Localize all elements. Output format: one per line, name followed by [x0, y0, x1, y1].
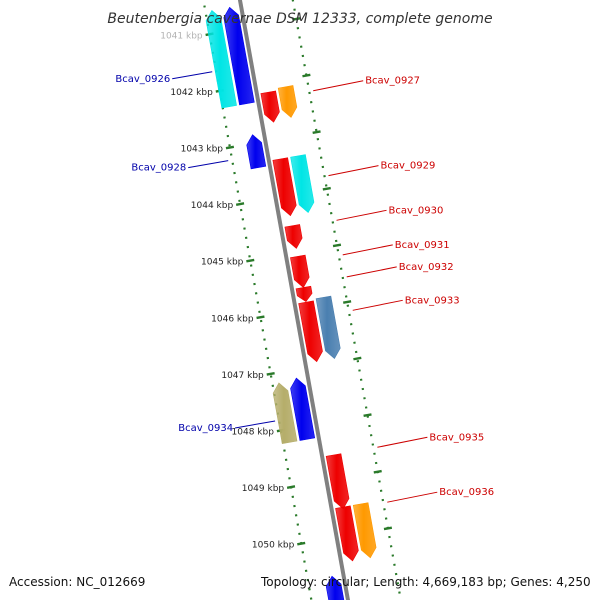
gene-f-0934[interactable]	[272, 382, 298, 445]
label-bcav-0931[interactable]: Bcav_0931	[395, 240, 450, 251]
tick-mark-right	[373, 469, 382, 474]
leader-bcav-0931	[342, 244, 393, 256]
tick-mark-left	[266, 371, 275, 376]
tick-label: 1041 kbp	[160, 31, 203, 41]
tick-mark-left	[246, 258, 255, 263]
gene-f-0930[interactable]	[284, 224, 303, 249]
tick-label: 1048 kbp	[232, 428, 275, 438]
leader-bcav-0930	[336, 209, 387, 221]
tick-mark-left	[256, 315, 265, 320]
label-bcav-0926[interactable]: Bcav_0926	[115, 74, 170, 85]
leader-bcav-0926	[172, 71, 213, 80]
accession-text: Accession: NC_012669	[9, 575, 145, 589]
gene-f-0931[interactable]	[290, 254, 310, 288]
topology-text: Topology: circular; Length: 4,669,183 bp…	[260, 575, 591, 589]
gene-f-0936[interactable]	[352, 502, 377, 559]
tick-label: 1046 kbp	[211, 314, 254, 324]
leader-bcav-0927	[313, 80, 364, 92]
gene-f-0928[interactable]	[246, 134, 267, 170]
tick-mark-right	[353, 356, 362, 361]
tick-mark-right	[292, 17, 301, 21]
tick-label: 1043 kbp	[181, 145, 224, 155]
gene-f-0937[interactable]	[325, 575, 346, 600]
gene-f-0933[interactable]	[315, 295, 341, 359]
tick-mark-left	[225, 145, 235, 150]
gene-f-0929-red[interactable]	[272, 157, 297, 217]
gene-f-0927-red[interactable]	[260, 90, 280, 123]
label-bcav-0934[interactable]: Bcav_0934	[178, 423, 233, 434]
gene-f-cyan-top[interactable]	[205, 10, 237, 109]
leader-bcav-0929	[328, 165, 379, 177]
tick-label: 1045 kbp	[201, 258, 244, 268]
label-bcav-0933[interactable]: Bcav_0933	[405, 295, 460, 306]
genome-backbone	[237, 0, 350, 600]
gene-features	[205, 6, 377, 600]
leader-bcav-0933	[352, 299, 403, 311]
tick-mark-right	[302, 73, 311, 78]
tick-mark-right	[312, 130, 321, 135]
leader-bcav-0936	[387, 491, 438, 503]
gene-f-blue-top[interactable]	[223, 6, 255, 106]
gene-f-0933-red[interactable]	[298, 300, 323, 363]
gene-f-blue-0934[interactable]	[290, 377, 316, 441]
gene-f-0935[interactable]	[325, 453, 350, 510]
dotted-guide-right	[291, 0, 402, 600]
gene-f-0927[interactable]	[277, 85, 298, 118]
tick-mark-right	[383, 526, 393, 531]
gene-f-0936-red[interactable]	[335, 505, 359, 562]
leader-bcav-0935	[377, 436, 428, 448]
tick-mark-left	[235, 202, 245, 206]
label-bcav-0935[interactable]: Bcav_0935	[429, 432, 484, 443]
tick-mark-left	[286, 485, 296, 489]
label-bcav-0936[interactable]: Bcav_0936	[439, 487, 494, 498]
tick-mark-right	[343, 300, 352, 304]
tick-mark-right	[332, 243, 342, 248]
leader-bcav-0932	[346, 266, 397, 278]
tick-label: 1044 kbp	[191, 201, 234, 211]
leader-bcav-0928	[188, 160, 229, 169]
tick-label: 1049 kbp	[242, 484, 285, 494]
label-bcav-0930[interactable]: Bcav_0930	[389, 205, 444, 216]
gene-labels: Bcav_0926 Bcav_0927 Bcav_0928 Bcav_0929 Bcav…	[115, 71, 494, 503]
tick-mark-right	[363, 413, 372, 418]
leader-bcav-0934	[234, 420, 276, 429]
map-title: Beutenbergia cavernae DSM 12333, complet…	[107, 11, 492, 27]
label-bcav-0929[interactable]: Bcav_0929	[380, 161, 435, 172]
gene-f-0929[interactable]	[290, 154, 315, 213]
tick-mark-right	[322, 186, 331, 191]
tick-mark-left	[297, 541, 306, 546]
tick-label: 1042 kbp	[170, 88, 213, 98]
tick-marks: 1041 kbp 1042 kbp 1043 kbp 1044 kbp 1045 kbp…	[160, 17, 393, 551]
label-bcav-0932[interactable]: Bcav_0932	[399, 262, 454, 273]
label-bcav-0927[interactable]: Bcav_0927	[365, 76, 420, 87]
gene-f-0932[interactable]	[295, 285, 313, 303]
tick-label: 1047 kbp	[221, 371, 264, 381]
tick-label: 1050 kbp	[252, 541, 295, 551]
label-bcav-0928[interactable]: Bcav_0928	[131, 163, 186, 174]
